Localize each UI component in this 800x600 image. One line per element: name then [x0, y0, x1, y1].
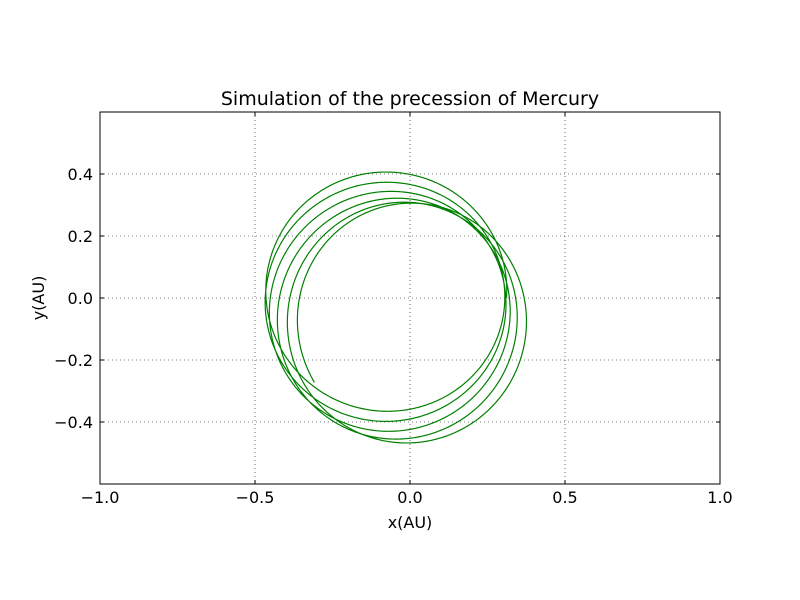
y-tick-label: 0.0: [68, 289, 93, 308]
axis-ticks: −1.0 −0.5 0.0 0.5 1.0 −0.4 −0.2 0.0 0.2 0.4: [54, 112, 733, 507]
y-tick-label: −0.4: [54, 413, 93, 432]
y-tick-label: −0.2: [54, 351, 93, 370]
x-tick-label: −0.5: [236, 488, 275, 507]
x-tick-label: 0.0: [397, 488, 422, 507]
orbit-trajectory-line: [264, 171, 528, 444]
x-tick-label: 0.5: [552, 488, 577, 507]
y-tick-label: 0.2: [68, 227, 93, 246]
chart-title: Simulation of the precession of Mercury: [221, 88, 599, 110]
y-tick-label: 0.4: [68, 165, 93, 184]
x-axis-label: x(AU): [388, 513, 433, 532]
y-axis-label: y(AU): [29, 276, 48, 321]
grid-lines: [100, 112, 720, 484]
x-tick-label: 1.0: [707, 488, 732, 507]
x-tick-label: −1.0: [81, 488, 120, 507]
plot-data: [264, 171, 528, 444]
